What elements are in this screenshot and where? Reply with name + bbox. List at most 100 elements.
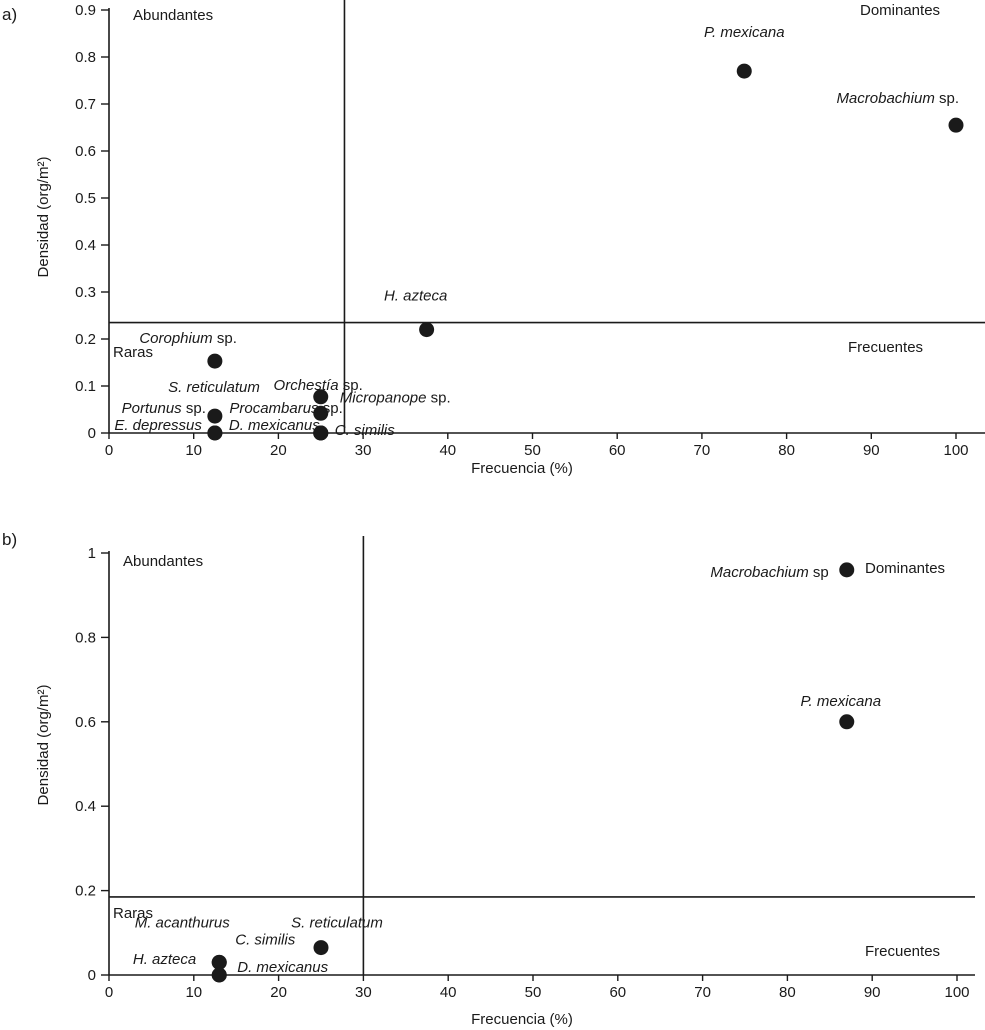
species-name: Micropanope xyxy=(340,389,427,406)
species-name: Orchestía xyxy=(274,377,339,394)
x-tick-label: 100 xyxy=(944,984,969,1001)
y-tick-label: 0.8 xyxy=(75,629,96,646)
species-name: D. mexicanus xyxy=(229,417,320,434)
species-name: P. mexicana xyxy=(704,24,785,41)
x-tick-label: 80 xyxy=(779,984,796,1001)
point-labels-a: P. mexicana Macrobachium sp. H. azteca Coro… xyxy=(114,24,959,439)
data-point xyxy=(207,353,223,369)
x-tick-label: 60 xyxy=(609,984,626,1001)
species-name: C. similis xyxy=(335,422,395,439)
x-tick-label: 100 xyxy=(943,442,968,459)
point-label: P. mexicana xyxy=(800,693,881,710)
species-name: Procambarus xyxy=(229,400,319,417)
point-label: H. azteca xyxy=(133,951,196,968)
y-tick-label: 0.4 xyxy=(75,798,96,815)
chart-b: b) 0 0.2 0.4 0.6 0.8 1 0 10 20 30 40 50 60 70 80 90 100… xyxy=(2,530,975,1028)
species-name: Macrobachium xyxy=(836,90,934,107)
y-tick-label: 0.2 xyxy=(75,883,96,900)
x-tick-label: 40 xyxy=(440,984,457,1001)
x-ticks-a: 0 10 20 30 40 50 60 70 80 90 100 xyxy=(105,433,969,459)
x-tick-label: 50 xyxy=(525,984,542,1001)
point-label: E. depressus xyxy=(114,417,202,434)
data-point xyxy=(839,714,855,730)
point-label: D. mexicanus xyxy=(237,959,328,976)
quadrant-top-left-a: Abundantes xyxy=(133,7,213,24)
species-name: Portunus xyxy=(122,400,183,417)
x-tick-label: 10 xyxy=(185,984,202,1001)
species-name: S. reticulatum xyxy=(291,915,383,932)
species-name: H. azteca xyxy=(133,951,196,968)
data-point xyxy=(313,389,329,405)
species-suffix: sp. xyxy=(182,400,206,417)
x-tick-label: 30 xyxy=(355,442,372,459)
y-tick-label: 1 xyxy=(88,545,96,562)
quadrant-top-right-b: Dominantes xyxy=(865,560,945,577)
y-tick-label: 0 xyxy=(88,967,96,984)
x-tick-label: 80 xyxy=(778,442,795,459)
point-label: Portunus sp. xyxy=(122,400,206,417)
y-tick-label: 0 xyxy=(88,425,96,442)
x-tick-label: 0 xyxy=(105,984,113,1001)
chart-a: a) 0 0.1 0.2 0.3 0.4 0.5 0.6 0.7 0.8 0.9 0 10 20 30 4… xyxy=(2,0,985,477)
species-name: M. acanthurus xyxy=(135,914,231,931)
species-suffix: sp. xyxy=(426,389,450,406)
species-name: D. mexicanus xyxy=(237,959,328,976)
point-label: C. similis xyxy=(335,422,395,439)
x-tick-label: 0 xyxy=(105,442,113,459)
species-suffix: sp. xyxy=(213,330,237,347)
species-suffix: sp. xyxy=(935,90,959,107)
x-tick-label: 60 xyxy=(609,442,626,459)
x-tick-label: 20 xyxy=(270,442,287,459)
y-tick-label: 0.1 xyxy=(75,378,96,395)
species-name: Corophium xyxy=(139,330,212,347)
point-label: H. azteca xyxy=(384,288,447,305)
x-tick-label: 10 xyxy=(185,442,202,459)
x-tick-label: 50 xyxy=(524,442,541,459)
data-point xyxy=(313,940,329,956)
quadrant-top-left-b: Abundantes xyxy=(123,553,203,570)
data-point xyxy=(948,117,964,133)
data-point xyxy=(207,408,223,424)
y-tick-label: 0.5 xyxy=(75,190,96,207)
y-tick-label: 0.7 xyxy=(75,96,96,113)
points-b xyxy=(211,562,855,983)
point-label: D. mexicanus xyxy=(229,417,320,434)
species-name: P. mexicana xyxy=(800,693,881,710)
point-label: M. acanthurus xyxy=(135,914,231,931)
point-label: S. reticulatum xyxy=(168,379,260,396)
quadrant-bottom-left-b: Raras xyxy=(113,905,153,922)
y-tick-label: 0.6 xyxy=(75,714,96,731)
species-name: S. reticulatum xyxy=(168,379,260,396)
x-tick-label: 30 xyxy=(355,984,372,1001)
point-label: Macrobachium sp. xyxy=(836,90,959,107)
x-tick-label: 40 xyxy=(439,442,456,459)
x-tick-label: 70 xyxy=(694,442,711,459)
point-labels-b: Macrobachium sp P. mexicana S. reticulatum… xyxy=(133,564,881,976)
y-ticks-b: 0 0.2 0.4 0.6 0.8 1 xyxy=(75,545,109,984)
panel-label-a: a) xyxy=(2,5,17,24)
quadrant-bottom-right-b: Frecuentes xyxy=(865,943,940,960)
quadrant-bottom-left-a: Raras xyxy=(113,344,153,361)
point-label: Macrobachium sp xyxy=(710,564,828,581)
x-tick-label: 90 xyxy=(863,442,880,459)
point-label: Micropanope sp. xyxy=(340,389,451,406)
species-name: Macrobachium xyxy=(710,564,808,581)
x-ticks-b: 0 10 20 30 40 50 60 70 80 90 100 xyxy=(105,975,970,1001)
data-point xyxy=(313,405,329,421)
y-tick-label: 0.3 xyxy=(75,284,96,301)
y-tick-label: 0.9 xyxy=(75,2,96,19)
data-point xyxy=(419,322,435,338)
x-tick-label: 20 xyxy=(270,984,287,1001)
y-ticks-a: 0 0.1 0.2 0.3 0.4 0.5 0.6 0.7 0.8 0.9 xyxy=(75,2,109,442)
x-axis-title-a: Frecuencia (%) xyxy=(471,460,573,477)
species-suffix: sp. xyxy=(319,400,343,417)
y-axis-title-b: Densidad (org/m²) xyxy=(35,685,52,806)
panel-label-b: b) xyxy=(2,530,17,549)
point-label: Corophium sp. xyxy=(139,330,237,347)
y-tick-label: 0.8 xyxy=(75,49,96,66)
x-axis-title-b: Frecuencia (%) xyxy=(471,1011,573,1028)
data-point xyxy=(211,954,227,970)
x-tick-label: 70 xyxy=(694,984,711,1001)
data-point xyxy=(736,63,752,79)
y-tick-label: 0.2 xyxy=(75,331,96,348)
